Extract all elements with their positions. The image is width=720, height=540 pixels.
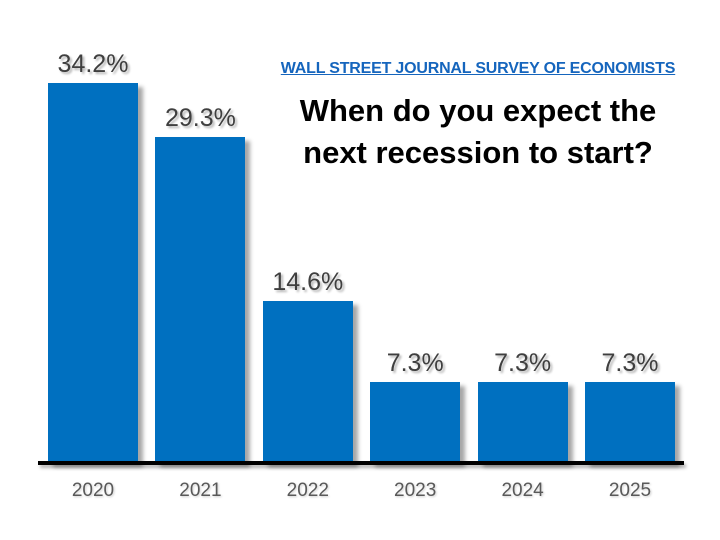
bar-2020 (48, 83, 138, 463)
value-label-2021: 29.3% (164, 104, 236, 132)
x-axis-line (38, 461, 684, 465)
x-tick-2021: 2021 (179, 480, 222, 501)
bar-column-2023: 7.3% (355, 349, 475, 463)
value-label-2025: 7.3% (601, 349, 659, 377)
bar-column-2024: 7.3% (463, 349, 583, 463)
bar-2023 (370, 382, 461, 463)
bar-column-2021: 29.3% (140, 104, 260, 463)
bar-2024 (477, 382, 568, 463)
x-tick-2020: 2020 (71, 480, 115, 501)
bar-column-2022: 14.6% (248, 268, 368, 463)
bar-column-2020: 34.2% (33, 50, 153, 463)
chart-title-line2: next recession to start? (303, 135, 653, 170)
chart-title: When do you expect the next recession to… (248, 90, 708, 174)
bar-2025 (585, 382, 675, 463)
value-label-2024: 7.3% (494, 349, 552, 377)
x-tick-2025: 2025 (608, 480, 652, 501)
x-tick-2024: 2024 (501, 480, 544, 501)
value-label-2023: 7.3% (386, 349, 444, 377)
x-tick-2023: 2023 (394, 480, 437, 501)
chart-title-line1: When do you expect the (299, 93, 657, 128)
bar-column-2025: 7.3% (570, 349, 690, 463)
source-link[interactable]: WALL STREET JOURNAL SURVEY OF ECONOMISTS (280, 60, 676, 77)
value-label-2020: 34.2% (57, 50, 129, 78)
bar-2021 (155, 137, 246, 463)
bar-2022 (262, 301, 353, 463)
x-tick-2022: 2022 (286, 480, 329, 501)
value-label-2022: 14.6% (272, 268, 344, 296)
